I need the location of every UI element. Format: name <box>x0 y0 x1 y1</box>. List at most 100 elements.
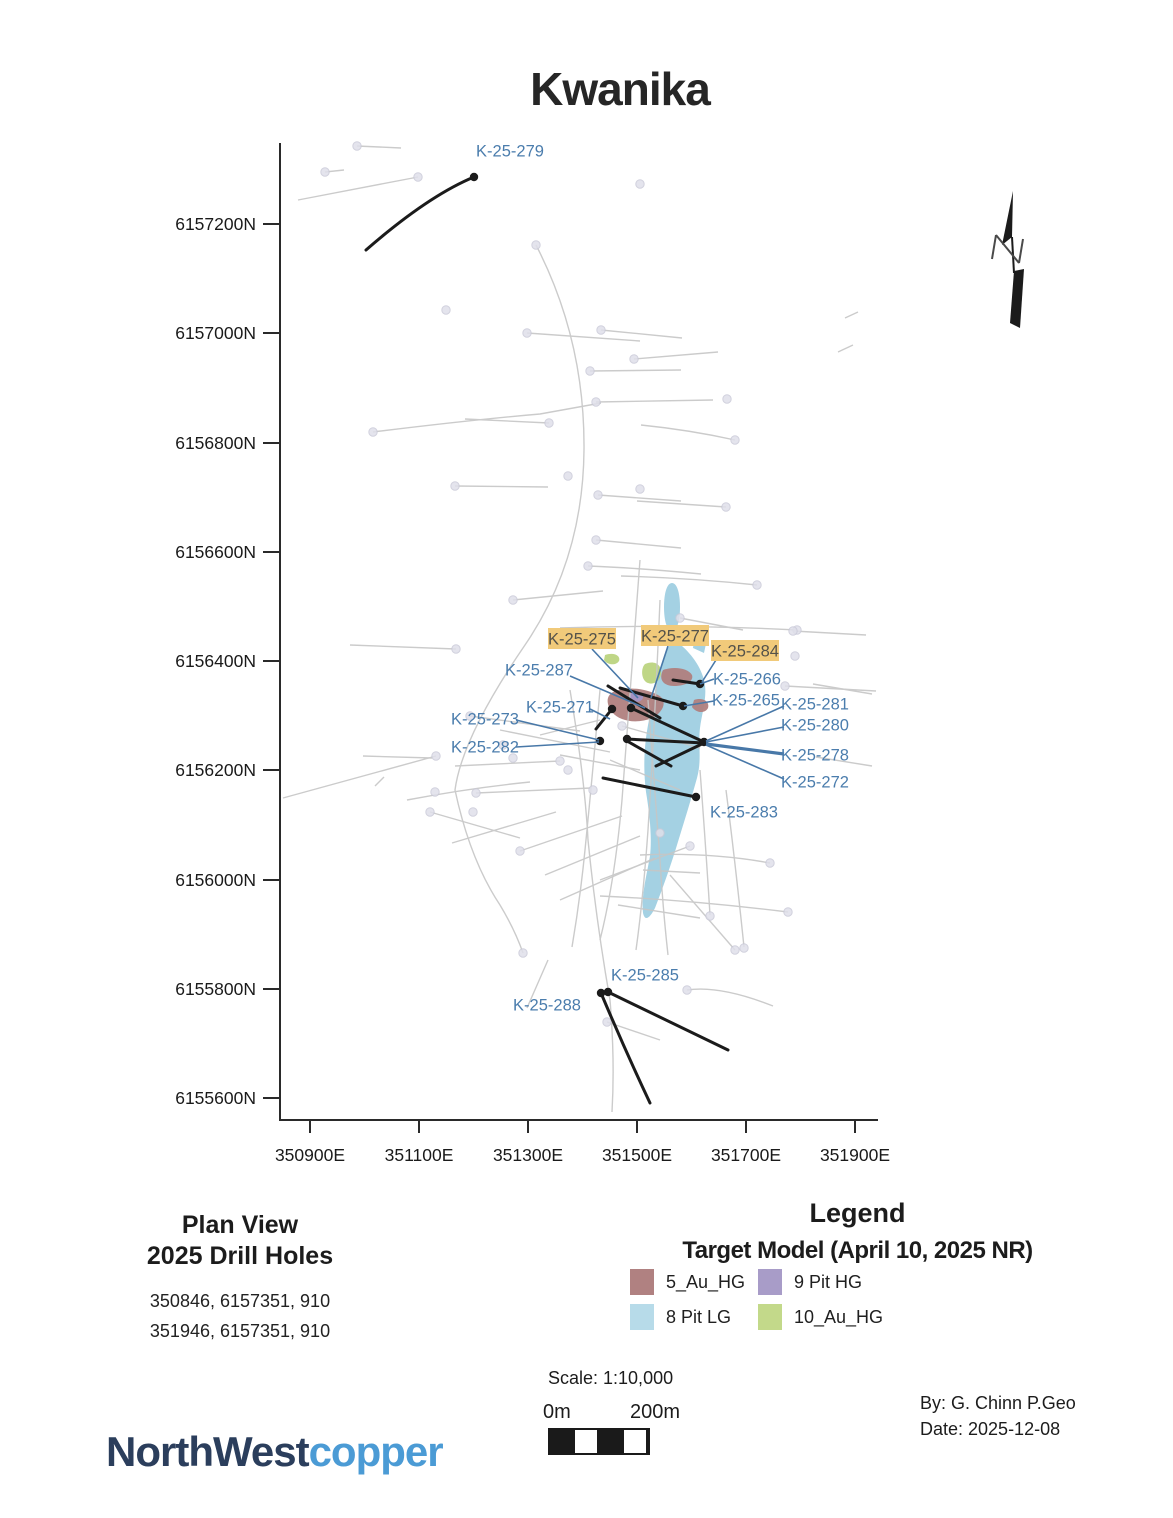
label-highlight <box>641 625 709 646</box>
historic-drill-trace <box>519 815 623 852</box>
x-axis-tick-label: 351100E <box>385 1145 454 1165</box>
historic-drill-trace <box>725 789 745 948</box>
drill-hole-label: K-25-281 <box>781 696 849 714</box>
page-title: Kwanika <box>530 63 711 115</box>
drill-hole-label: K-25-278 <box>781 747 849 765</box>
historic-collar-dot <box>508 753 518 763</box>
drill-traces-2025 <box>364 175 730 1105</box>
historic-drill-trace <box>282 755 437 799</box>
historic-collar-dot <box>783 907 793 917</box>
north-arrow-n-letter <box>991 234 1024 264</box>
historic-collar-dots <box>320 141 802 1027</box>
historic-drill-trace <box>595 399 714 403</box>
drill-collar-2025 <box>691 792 701 802</box>
label-leader-line <box>591 648 639 699</box>
scale-end-label: 200m <box>630 1401 681 1423</box>
scale-bar-segment <box>599 1430 622 1453</box>
label-leader-line <box>683 700 715 707</box>
historic-collar-dot <box>591 397 601 407</box>
historic-collar-dot <box>468 807 478 817</box>
historic-drill-trace <box>372 402 602 433</box>
legend-subtitle: Target Model (April 10, 2025 NR) <box>682 1237 1033 1264</box>
legend-label-8-pit-lg: 8 Pit LG <box>666 1306 732 1327</box>
historic-collar-dot <box>320 167 330 177</box>
drill-hole-label: K-25-265 <box>712 692 780 710</box>
historic-drill-trace <box>639 853 771 864</box>
y-axis-tick-label: 6155800N <box>175 979 256 999</box>
historic-drill-trace <box>406 781 531 801</box>
historic-collar-dot <box>685 841 695 851</box>
drill-hole-label: K-25-271 <box>526 699 594 717</box>
map-extent-coordinate-2: 351946, 6157351, 910 <box>149 1321 331 1341</box>
historic-collar-dot <box>790 651 800 661</box>
historic-collar-dot <box>635 179 645 189</box>
drill-trace-2025 <box>629 706 706 744</box>
drill-hole-label: K-25-277 <box>641 628 709 646</box>
label-highlight <box>711 640 779 661</box>
scale-bar-segment <box>621 1430 648 1453</box>
logo-part2: copper <box>308 1428 444 1475</box>
drill-collar-2025 <box>603 987 613 997</box>
label-leader-line <box>705 705 785 742</box>
map-extent-coordinate-1: 350846, 6157351, 910 <box>149 1291 331 1311</box>
drill-trace-2025 <box>606 684 662 720</box>
credit-date: Date: 2025-12-08 <box>920 1419 1061 1439</box>
historic-drill-trace <box>617 904 701 919</box>
historic-drill-trace <box>587 565 702 575</box>
drill-collar-2025 <box>469 172 479 182</box>
target-shape <box>604 653 620 665</box>
legend-swatch-8-pit-lg <box>630 1304 654 1330</box>
credits-block: By: G. Chinn P.Geo Date: 2025-12-08 <box>920 1390 1076 1442</box>
historic-drill-trace <box>636 500 727 508</box>
drill-collar-2025 <box>595 736 605 746</box>
historic-collar-dot <box>441 305 451 315</box>
historic-drill-trace <box>699 769 711 916</box>
y-axis-tick-label: 6157000N <box>175 323 256 343</box>
legend-item-5-au-hg: 5_Au_HG <box>630 1268 758 1296</box>
scale-block: Scale: 1:10,000 0m 200m <box>543 1368 680 1455</box>
historic-drill-trace <box>362 755 433 759</box>
historic-collar-dot <box>450 481 460 491</box>
drill-trace-2025 <box>606 990 730 1052</box>
info-block: Plan View 2025 Drill Holes 350846, 61573… <box>70 1210 410 1346</box>
north-arrow-top-blade <box>1002 191 1013 245</box>
north-arrow-icon <box>991 191 1024 328</box>
historic-drill-trace <box>621 725 701 749</box>
historic-drill-trace <box>609 759 681 791</box>
historic-collar-dot <box>602 1017 612 1027</box>
historic-drill-trace <box>595 539 682 549</box>
historic-drill-trace <box>374 776 385 787</box>
historic-drill-trace <box>669 874 736 951</box>
x-axis-tick-label: 351300E <box>493 1145 563 1165</box>
historic-collar-dot <box>629 354 639 364</box>
y-axis-tick-label: 6156600N <box>175 542 256 562</box>
historic-collar-dot <box>655 828 665 838</box>
historic-collar-dot <box>544 418 554 428</box>
historic-collar-dot <box>563 765 573 775</box>
drill-hole-label: K-25-285 <box>611 967 679 985</box>
historic-collar-dot <box>675 613 685 623</box>
northwest-copper-logo: NorthWestcopper <box>106 1428 444 1476</box>
historic-collar-dot <box>563 471 573 481</box>
y-axis-tick-label: 6156800N <box>175 433 256 453</box>
historic-collar-dot <box>705 911 715 921</box>
drill-hole-label: K-25-284 <box>711 643 779 661</box>
axis-labels: 6157200N 6157000N 6156800N 6156600N 6156400N… <box>175 214 890 1165</box>
historic-drill-trace <box>600 329 683 339</box>
drill-trace-2025 <box>671 678 702 686</box>
historic-drill-trace <box>356 145 402 149</box>
x-axis-tick-label: 351500E <box>602 1145 672 1165</box>
historic-drill-trace <box>599 845 691 881</box>
historic-drill-trace <box>597 494 682 502</box>
drill-trace-2025 <box>624 737 706 745</box>
historic-collar-dot <box>515 846 525 856</box>
historic-drill-trace <box>647 699 669 956</box>
label-leader-line <box>589 708 611 720</box>
historic-drill-trace <box>792 630 867 636</box>
legend-label-10-au-hg: 10_Au_HG <box>794 1306 884 1327</box>
historic-collar-dot <box>682 985 692 995</box>
scale-start-label: 0m <box>543 1401 571 1423</box>
legend-item-9-pit-hg: 9 Pit HG <box>758 1268 960 1296</box>
